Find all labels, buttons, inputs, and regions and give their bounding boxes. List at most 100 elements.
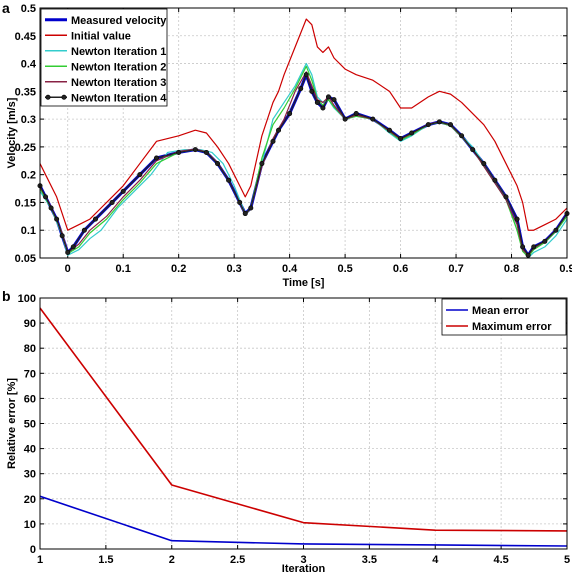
data-point xyxy=(481,161,487,167)
data-point xyxy=(65,249,71,255)
legend-label: Measured velocity xyxy=(71,15,167,27)
data-point xyxy=(370,116,376,122)
data-point xyxy=(436,119,442,125)
data-point xyxy=(92,216,98,222)
y-tick-label: 0.45 xyxy=(15,31,36,43)
data-point xyxy=(276,127,282,133)
data-point xyxy=(237,199,243,205)
y-tick-label: 30 xyxy=(24,469,36,481)
data-point xyxy=(109,199,115,205)
data-point xyxy=(325,94,331,100)
y-tick-label: 0.5 xyxy=(21,3,36,15)
y-tick-label: 0.15 xyxy=(15,197,36,209)
data-point xyxy=(48,205,54,211)
data-point xyxy=(287,111,293,117)
legend-label: Newton Iteration 1 xyxy=(71,46,166,58)
data-point xyxy=(314,99,320,105)
x-tick-label: 0.5 xyxy=(337,263,352,275)
axes-frame-b xyxy=(39,297,568,550)
axes-frame-a xyxy=(39,7,568,259)
data-point xyxy=(470,147,476,153)
y-tick-label: 0 xyxy=(30,544,36,556)
x-tick-label: 3.5 xyxy=(362,554,377,566)
data-point xyxy=(553,227,559,233)
data-point xyxy=(54,216,60,222)
data-point xyxy=(203,149,209,155)
x-tick-label: 0.6 xyxy=(393,263,408,275)
y-tick-label: 40 xyxy=(24,444,36,456)
y-tick-label: 50 xyxy=(24,419,36,431)
data-point xyxy=(192,147,198,153)
y-tick-label: 80 xyxy=(24,343,36,355)
data-point xyxy=(59,233,65,239)
x-tick-label: 0 xyxy=(65,263,71,275)
legend-marker xyxy=(61,94,67,100)
legend-box xyxy=(441,298,567,336)
data-point xyxy=(153,155,159,161)
data-point xyxy=(520,244,526,250)
data-point xyxy=(459,133,465,139)
data-point xyxy=(525,252,531,258)
data-point xyxy=(120,188,126,194)
legend-label: Newton Iteration 3 xyxy=(71,77,166,89)
y-tick-label: 0.3 xyxy=(21,114,36,126)
data-point xyxy=(514,216,520,222)
y-tick-label: 0.2 xyxy=(21,170,36,182)
data-point xyxy=(342,116,348,122)
data-point xyxy=(242,211,248,217)
x-tick-label: 2.5 xyxy=(230,554,245,566)
legend-label: Initial value xyxy=(71,30,131,42)
data-point xyxy=(542,238,548,244)
x-axis-label: Iteration xyxy=(282,563,326,575)
series-line-maximum-error xyxy=(40,307,567,532)
x-tick-label: 0.4 xyxy=(282,263,298,275)
x-tick-label: 3 xyxy=(300,554,306,566)
data-point xyxy=(331,97,337,103)
data-point xyxy=(226,177,232,183)
series-line-newton-iteration-3 xyxy=(40,71,567,256)
data-point xyxy=(353,111,359,117)
data-point xyxy=(320,105,326,111)
x-tick-label: 1.5 xyxy=(98,554,113,566)
legend-label: Mean error xyxy=(472,305,530,317)
data-point xyxy=(531,244,537,250)
legend-box xyxy=(40,8,168,107)
y-tick-label: 0.1 xyxy=(21,225,36,237)
y-tick-label: 60 xyxy=(24,393,36,405)
x-axis-label: Time [s] xyxy=(283,277,325,289)
legend-label: Newton Iteration 2 xyxy=(71,61,166,73)
y-tick-label: 0.05 xyxy=(15,253,36,265)
data-point xyxy=(425,122,431,128)
y-tick-label: 0.4 xyxy=(21,59,37,71)
data-point xyxy=(503,194,509,200)
data-point xyxy=(81,227,87,233)
x-tick-label: 0.7 xyxy=(448,263,463,275)
y-tick-label: 90 xyxy=(24,318,36,330)
data-point xyxy=(248,205,254,211)
data-point xyxy=(386,127,392,133)
data-point xyxy=(398,136,404,142)
x-tick-label: 5 xyxy=(564,554,570,566)
y-tick-label: 0.25 xyxy=(15,142,36,154)
y-axis-label: Relative error [%] xyxy=(6,378,18,469)
series-line-mean-error xyxy=(40,495,567,547)
x-tick-label: 0.1 xyxy=(116,263,131,275)
data-point xyxy=(298,86,304,92)
x-tick-label: 4 xyxy=(432,554,439,566)
data-point xyxy=(215,161,221,167)
x-tick-label: 1 xyxy=(37,554,43,566)
data-point xyxy=(448,122,454,128)
panel-label-b: b xyxy=(2,288,11,304)
data-point xyxy=(176,149,182,155)
legend-label: Newton Iteration 4 xyxy=(71,92,167,104)
series-line-initial-value xyxy=(40,18,567,231)
x-tick-label: 0.3 xyxy=(227,263,242,275)
data-point xyxy=(303,72,309,78)
data-point xyxy=(309,88,315,94)
legend-label: Maximum error xyxy=(472,321,552,333)
data-point xyxy=(492,177,498,183)
y-tick-label: 20 xyxy=(24,494,36,506)
x-tick-label: 0.8 xyxy=(504,263,519,275)
